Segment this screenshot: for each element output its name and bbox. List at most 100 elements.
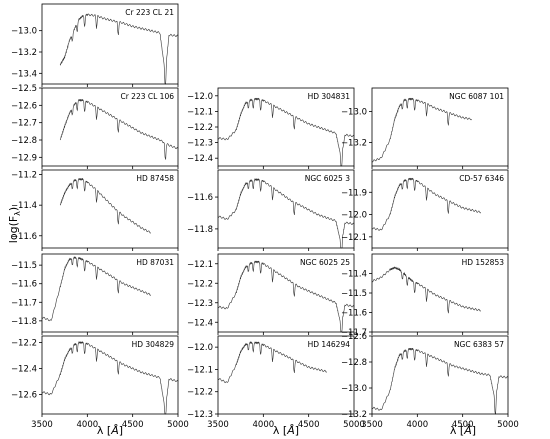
spectrum-line — [217, 178, 355, 249]
x-tick-label: 4500 — [298, 420, 320, 430]
y-tick-label: −12.2 — [187, 123, 213, 133]
spectrum-line — [371, 177, 482, 231]
y-tick-label: −12.3 — [187, 410, 213, 420]
y-tick-label: −12.5 — [11, 84, 37, 94]
y-tick-label: −11.6 — [341, 309, 367, 319]
y-tick-label: −13.2 — [11, 48, 37, 58]
y-tick-label: −12.9 — [11, 153, 37, 163]
spectrum-line — [217, 341, 328, 384]
panel-title: Cr 223 CL 21 — [125, 8, 174, 17]
y-tick-label: −11.6 — [11, 232, 37, 242]
spectrum-panel: −13.4 −13.2 −13.0 Cr 223 CL 21 — [11, 3, 179, 87]
y-tick-label: −12.0 — [187, 343, 213, 353]
x-axis-label-col2: λ [Å] — [273, 424, 299, 437]
y-tick-label: −11.2 — [11, 171, 37, 181]
spectrum-panel: −11.8 −11.7 −11.6 −11.5 HD 87031 — [11, 253, 179, 335]
panel-frame — [41, 169, 179, 249]
panel-frame — [217, 169, 355, 249]
x-tick-label: 5000 — [343, 420, 365, 430]
y-tick-label: −12.2 — [187, 279, 213, 289]
panel-title: HD 304831 — [308, 92, 351, 101]
y-tick-label: −12.3 — [187, 139, 213, 149]
x-tick-label: 5000 — [497, 420, 519, 430]
y-tick-label: −11.7 — [341, 328, 367, 338]
y-tick-label: −12.0 — [341, 211, 367, 221]
spectrum-line — [217, 260, 355, 333]
spectrum-panel: −13.2 −13.0 NGC 6087 101 — [341, 87, 509, 169]
y-tick-label: −12.1 — [187, 365, 213, 375]
y-tick-label: −13.0 — [341, 107, 367, 117]
panel-title: CD-57 6346 — [459, 174, 504, 183]
spectrum-panel: −13.2 −13.0 −12.8 −12.6 3500 4000 4500 5000 NGC … — [341, 332, 519, 430]
y-tick-label: −11.6 — [187, 193, 213, 203]
x-tick-label: 5000 — [167, 420, 189, 430]
y-tick-label: −11.5 — [341, 289, 367, 299]
y-tick-label: −12.1 — [341, 233, 367, 243]
y-axis-label-main: log(F — [7, 216, 20, 243]
x-tick-label: 3500 — [361, 420, 383, 430]
spectrum-panel: −11.7 −11.6 −11.5 −11.4 HD 152853 — [341, 253, 509, 338]
y-tick-label: −12.1 — [187, 107, 213, 117]
y-tick-label: −11.4 — [11, 201, 37, 211]
panel-frame — [217, 335, 355, 415]
y-tick-label: −13.0 — [341, 384, 367, 394]
y-tick-label: −12.2 — [187, 388, 213, 398]
spectrum-line — [59, 13, 179, 85]
y-tick-label: −12.8 — [11, 136, 37, 146]
y-tick-label: −13.4 — [11, 69, 37, 79]
y-tick-label: −13.2 — [341, 410, 367, 420]
y-tick-label: −11.8 — [11, 317, 37, 327]
panel-frame — [371, 253, 509, 333]
panel-title: HD 304829 — [132, 340, 175, 349]
y-tick-label: −12.1 — [187, 260, 213, 270]
panel-frame — [217, 87, 355, 167]
y-axis-label-sub: λ — [13, 211, 22, 216]
panel-frame — [41, 3, 179, 85]
y-tick-label: −12.6 — [11, 391, 37, 401]
panel-title: NGC 6087 101 — [449, 92, 504, 101]
panel-title: HD 152853 — [462, 258, 505, 267]
panels-layer: −13.4 −13.2 −13.0 Cr 223 CL 21 −12.9 −12.8 −12… — [11, 3, 519, 430]
y-tick-label: −12.2 — [11, 339, 37, 349]
y-axis-label: log(Fλ) — [7, 207, 22, 243]
y-tick-label: −12.3 — [187, 299, 213, 309]
panel-frame — [41, 253, 179, 333]
spectrum-panel: −12.6 −12.4 −12.2 3500 4000 4500 5000 HD 304829 — [11, 335, 189, 430]
x-axis-label-col1: λ [Å] — [97, 424, 123, 437]
y-tick-label: −12.4 — [187, 154, 213, 164]
y-tick-label: −13.0 — [11, 27, 37, 37]
panel-title: NGC 6025 3 — [305, 174, 351, 183]
y-tick-label: −11.4 — [341, 270, 367, 280]
x-tick-label: 4000 — [253, 420, 275, 430]
y-tick-label: −12.7 — [11, 119, 37, 129]
spectrum-panel: −12.3 −12.2 −12.1 −12.0 3500 4000 4500 5000 HD 1… — [187, 335, 365, 430]
spectrum-panel: −12.4 −12.3 −12.2 −12.1 −12.0 HD 304831 — [187, 87, 355, 169]
y-tick-label: −12.4 — [11, 365, 37, 375]
x-tick-label: 4000 — [77, 420, 99, 430]
panel-title: HD 87031 — [136, 258, 174, 267]
panel-title: HD 87458 — [136, 174, 174, 183]
panel-frame — [41, 87, 179, 167]
panel-frame — [41, 335, 179, 415]
y-tick-label: −11.9 — [341, 188, 367, 198]
y-tick-label: −13.2 — [341, 139, 367, 149]
x-tick-label: 4500 — [452, 420, 474, 430]
y-tick-label: −11.8 — [187, 225, 213, 235]
panel-title: NGC 6025 25 — [300, 258, 350, 267]
y-tick-label: −12.6 — [11, 101, 37, 111]
spectrum-line — [41, 341, 179, 415]
x-tick-label: 4500 — [122, 420, 144, 430]
panel-title: NGC 6383 57 — [454, 340, 504, 349]
spectrum-panel: −12.1 −12.0 −11.9 CD-57 6346 — [341, 169, 509, 251]
spectrum-line — [371, 266, 482, 314]
panel-title: HD 146294 — [308, 340, 351, 349]
y-tick-label: −11.7 — [11, 298, 37, 308]
spectrum-line — [41, 256, 151, 322]
x-axis-label-col3: λ [Å] — [450, 424, 476, 437]
panel-title: Cr 223 CL 106 — [120, 92, 174, 101]
x-tick-label: 4000 — [407, 420, 429, 430]
y-tick-label: −12.0 — [187, 92, 213, 102]
y-tick-label: −11.5 — [11, 261, 37, 271]
y-tick-label: −12.8 — [341, 358, 367, 368]
panel-frame — [371, 169, 509, 249]
